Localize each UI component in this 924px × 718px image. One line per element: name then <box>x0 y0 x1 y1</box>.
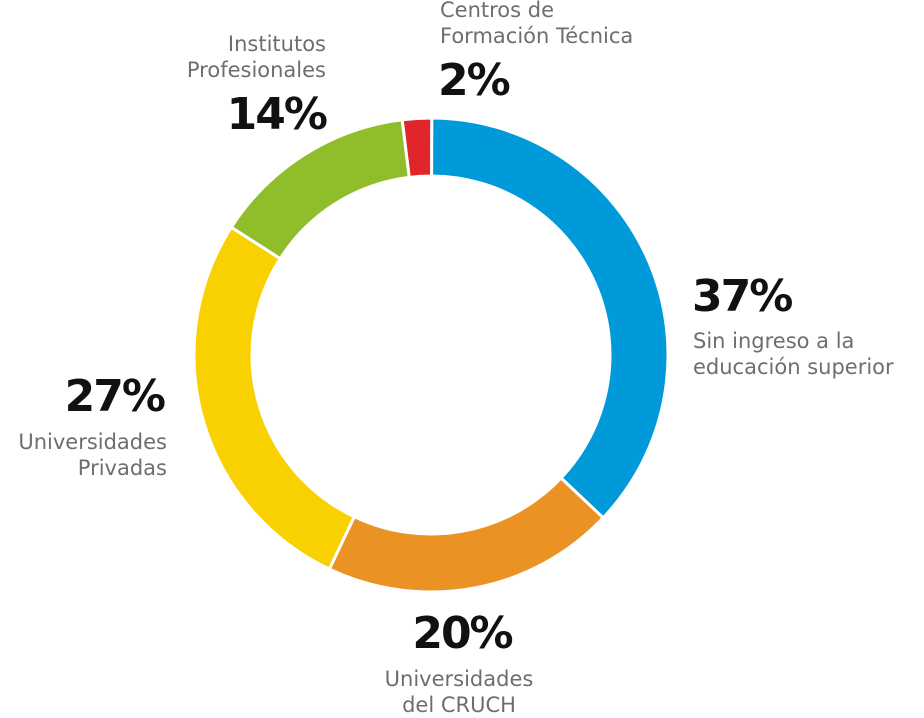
donut-slice-1 <box>430 116 670 520</box>
label-sin-ingreso: Sin ingreso a la educación superior <box>693 328 894 380</box>
label-line: Centros de <box>440 0 555 22</box>
label-line: del CRUCH <box>402 693 516 717</box>
donut-slice-4 <box>229 118 411 261</box>
label-line: Institutos <box>227 32 326 56</box>
label-line: Sin ingreso a la <box>693 329 855 353</box>
label-institutos-profesionales: Institutos Profesionales <box>187 31 326 83</box>
donut-slice-2 <box>327 476 605 594</box>
donut-slice-3 <box>192 225 356 571</box>
donut-slices <box>192 116 670 594</box>
value-label-universidades-privadas: 27% <box>64 371 166 422</box>
value-label-universidades-cruch: 20% <box>412 608 513 659</box>
label-line: Universidades <box>384 667 534 691</box>
label-universidades-cruch: Universidades del CRUCH <box>359 666 559 718</box>
label-line: Privadas <box>77 456 167 480</box>
value-label-sin-ingreso: 37% <box>692 271 793 322</box>
value-label-centros-formacion-tecnica: 2% <box>438 55 511 106</box>
label-centros-formacion-tecnica: Centros de Formación Técnica <box>440 0 633 49</box>
label-line: educación superior <box>693 355 894 379</box>
label-line: Universidades <box>18 430 167 454</box>
label-universidades-privadas: Universidades Privadas <box>18 429 167 481</box>
label-line: Formación Técnica <box>440 24 634 48</box>
value-label-institutos-profesionales: 14% <box>226 89 328 140</box>
label-line: Profesionales <box>186 58 326 82</box>
